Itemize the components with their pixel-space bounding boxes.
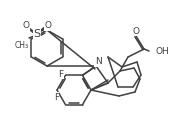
Text: O: O [45,21,52,30]
Text: O: O [23,21,30,30]
Text: N: N [95,58,101,67]
Text: OH: OH [156,47,170,55]
Text: O: O [133,27,140,35]
Text: F: F [54,93,59,102]
Text: F: F [58,70,63,79]
Text: S: S [33,29,40,39]
Text: CH₃: CH₃ [15,41,29,50]
